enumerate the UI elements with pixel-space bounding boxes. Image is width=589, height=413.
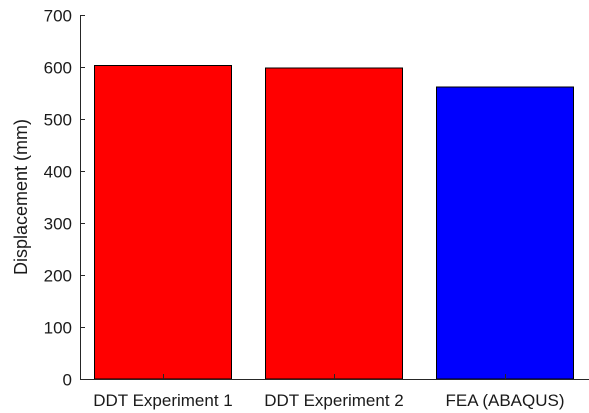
y-tick-label-3: 300 [44, 215, 72, 234]
x-tick-label-1: DDT Experiment 2 [264, 391, 404, 410]
y-tick-label-1: 100 [44, 319, 72, 338]
y-tick-label-7: 700 [44, 7, 72, 26]
y-tick-label-0: 0 [63, 371, 72, 390]
x-tick-label-2: FEA (ABAQUS) [445, 391, 564, 410]
y-tick-label-4: 400 [44, 163, 72, 182]
x-ticks: DDT Experiment 1 DDT Experiment 2 FEA (ABA… [93, 374, 565, 410]
x-tick-label-0: DDT Experiment 1 [93, 391, 233, 410]
bar-2 [265, 67, 403, 380]
y-tick-label-6: 600 [44, 59, 72, 78]
bar-1 [94, 64, 232, 380]
y-axis-label: Displacement (mm) [11, 119, 31, 275]
y-tick-label-5: 500 [44, 111, 72, 130]
bar-3 [436, 86, 574, 380]
bars-layer [94, 64, 574, 380]
axes-layer [80, 15, 589, 380]
y-ticks: 0 100 200 300 400 500 600 700 [44, 7, 85, 390]
y-tick-label-2: 200 [44, 267, 72, 286]
